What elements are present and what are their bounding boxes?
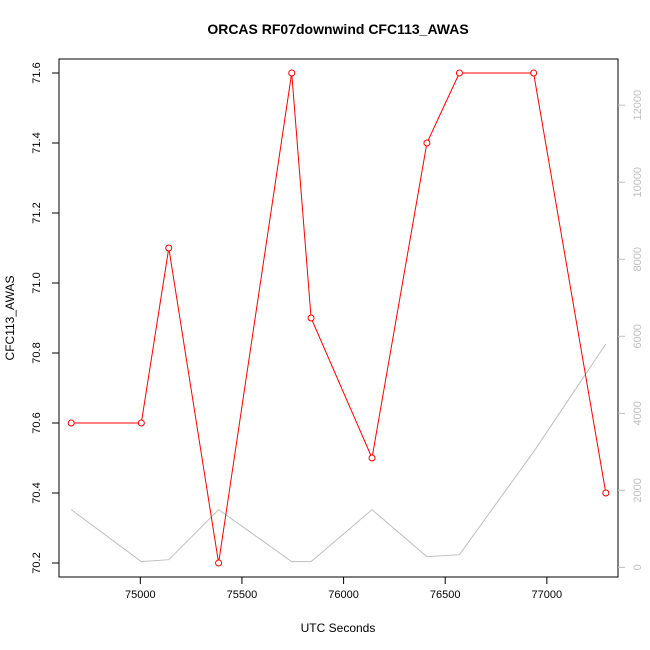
data-point <box>165 244 173 252</box>
y2-tick-label: 8000 <box>632 247 644 271</box>
data-point <box>455 69 463 77</box>
y2-tick-label: 10000 <box>632 167 644 198</box>
data-point <box>307 314 315 322</box>
data-point <box>137 419 145 427</box>
y2-tick-label: 0 <box>632 564 644 570</box>
y2-tick-label: 2000 <box>632 478 644 502</box>
x-axis: 75000 75500 76000 76500 77000 <box>125 577 562 601</box>
y-axis-label: CFC113_AWAS <box>3 276 17 361</box>
data-point <box>530 69 538 77</box>
y2-axis: 0 2000 4000 6000 8000 10000 12000 <box>618 90 644 570</box>
y2-tick-label: 6000 <box>632 324 644 348</box>
x-tick-label: 75000 <box>125 589 156 601</box>
plot-frame <box>58 58 619 578</box>
y-tick-label: 71.2 <box>31 202 43 223</box>
y2-tick-label: 4000 <box>632 401 644 425</box>
y-tick-label: 70.8 <box>31 342 43 363</box>
data-point <box>368 454 376 462</box>
data-point <box>423 139 431 147</box>
x-tick-label: 76500 <box>430 589 461 601</box>
y2-tick-label: 12000 <box>632 90 644 121</box>
y-tick-label: 70.4 <box>31 482 43 503</box>
x-tick-label: 76000 <box>328 589 359 601</box>
x-axis-label: UTC Seconds <box>301 621 376 635</box>
y-tick-label: 71.0 <box>31 272 43 293</box>
series-layer <box>67 69 610 567</box>
y-tick-label: 70.2 <box>31 552 43 573</box>
data-point <box>67 419 75 427</box>
y-tick-label: 70.6 <box>31 412 43 433</box>
series-left-line <box>71 72 607 564</box>
series-right-line <box>70 343 607 563</box>
data-point <box>215 559 223 567</box>
y-tick-label: 71.6 <box>31 62 43 83</box>
y-axis: 70.2 70.4 70.6 70.8 71.0 71.2 71.4 71.6 <box>31 62 59 574</box>
chart-title: ORCAS RF07downwind CFC113_AWAS <box>207 21 468 37</box>
y-tick-label: 71.4 <box>31 132 43 153</box>
data-point <box>288 69 296 77</box>
x-tick-label: 77000 <box>532 589 563 601</box>
x-tick-label: 75500 <box>227 589 258 601</box>
data-point <box>602 489 610 497</box>
